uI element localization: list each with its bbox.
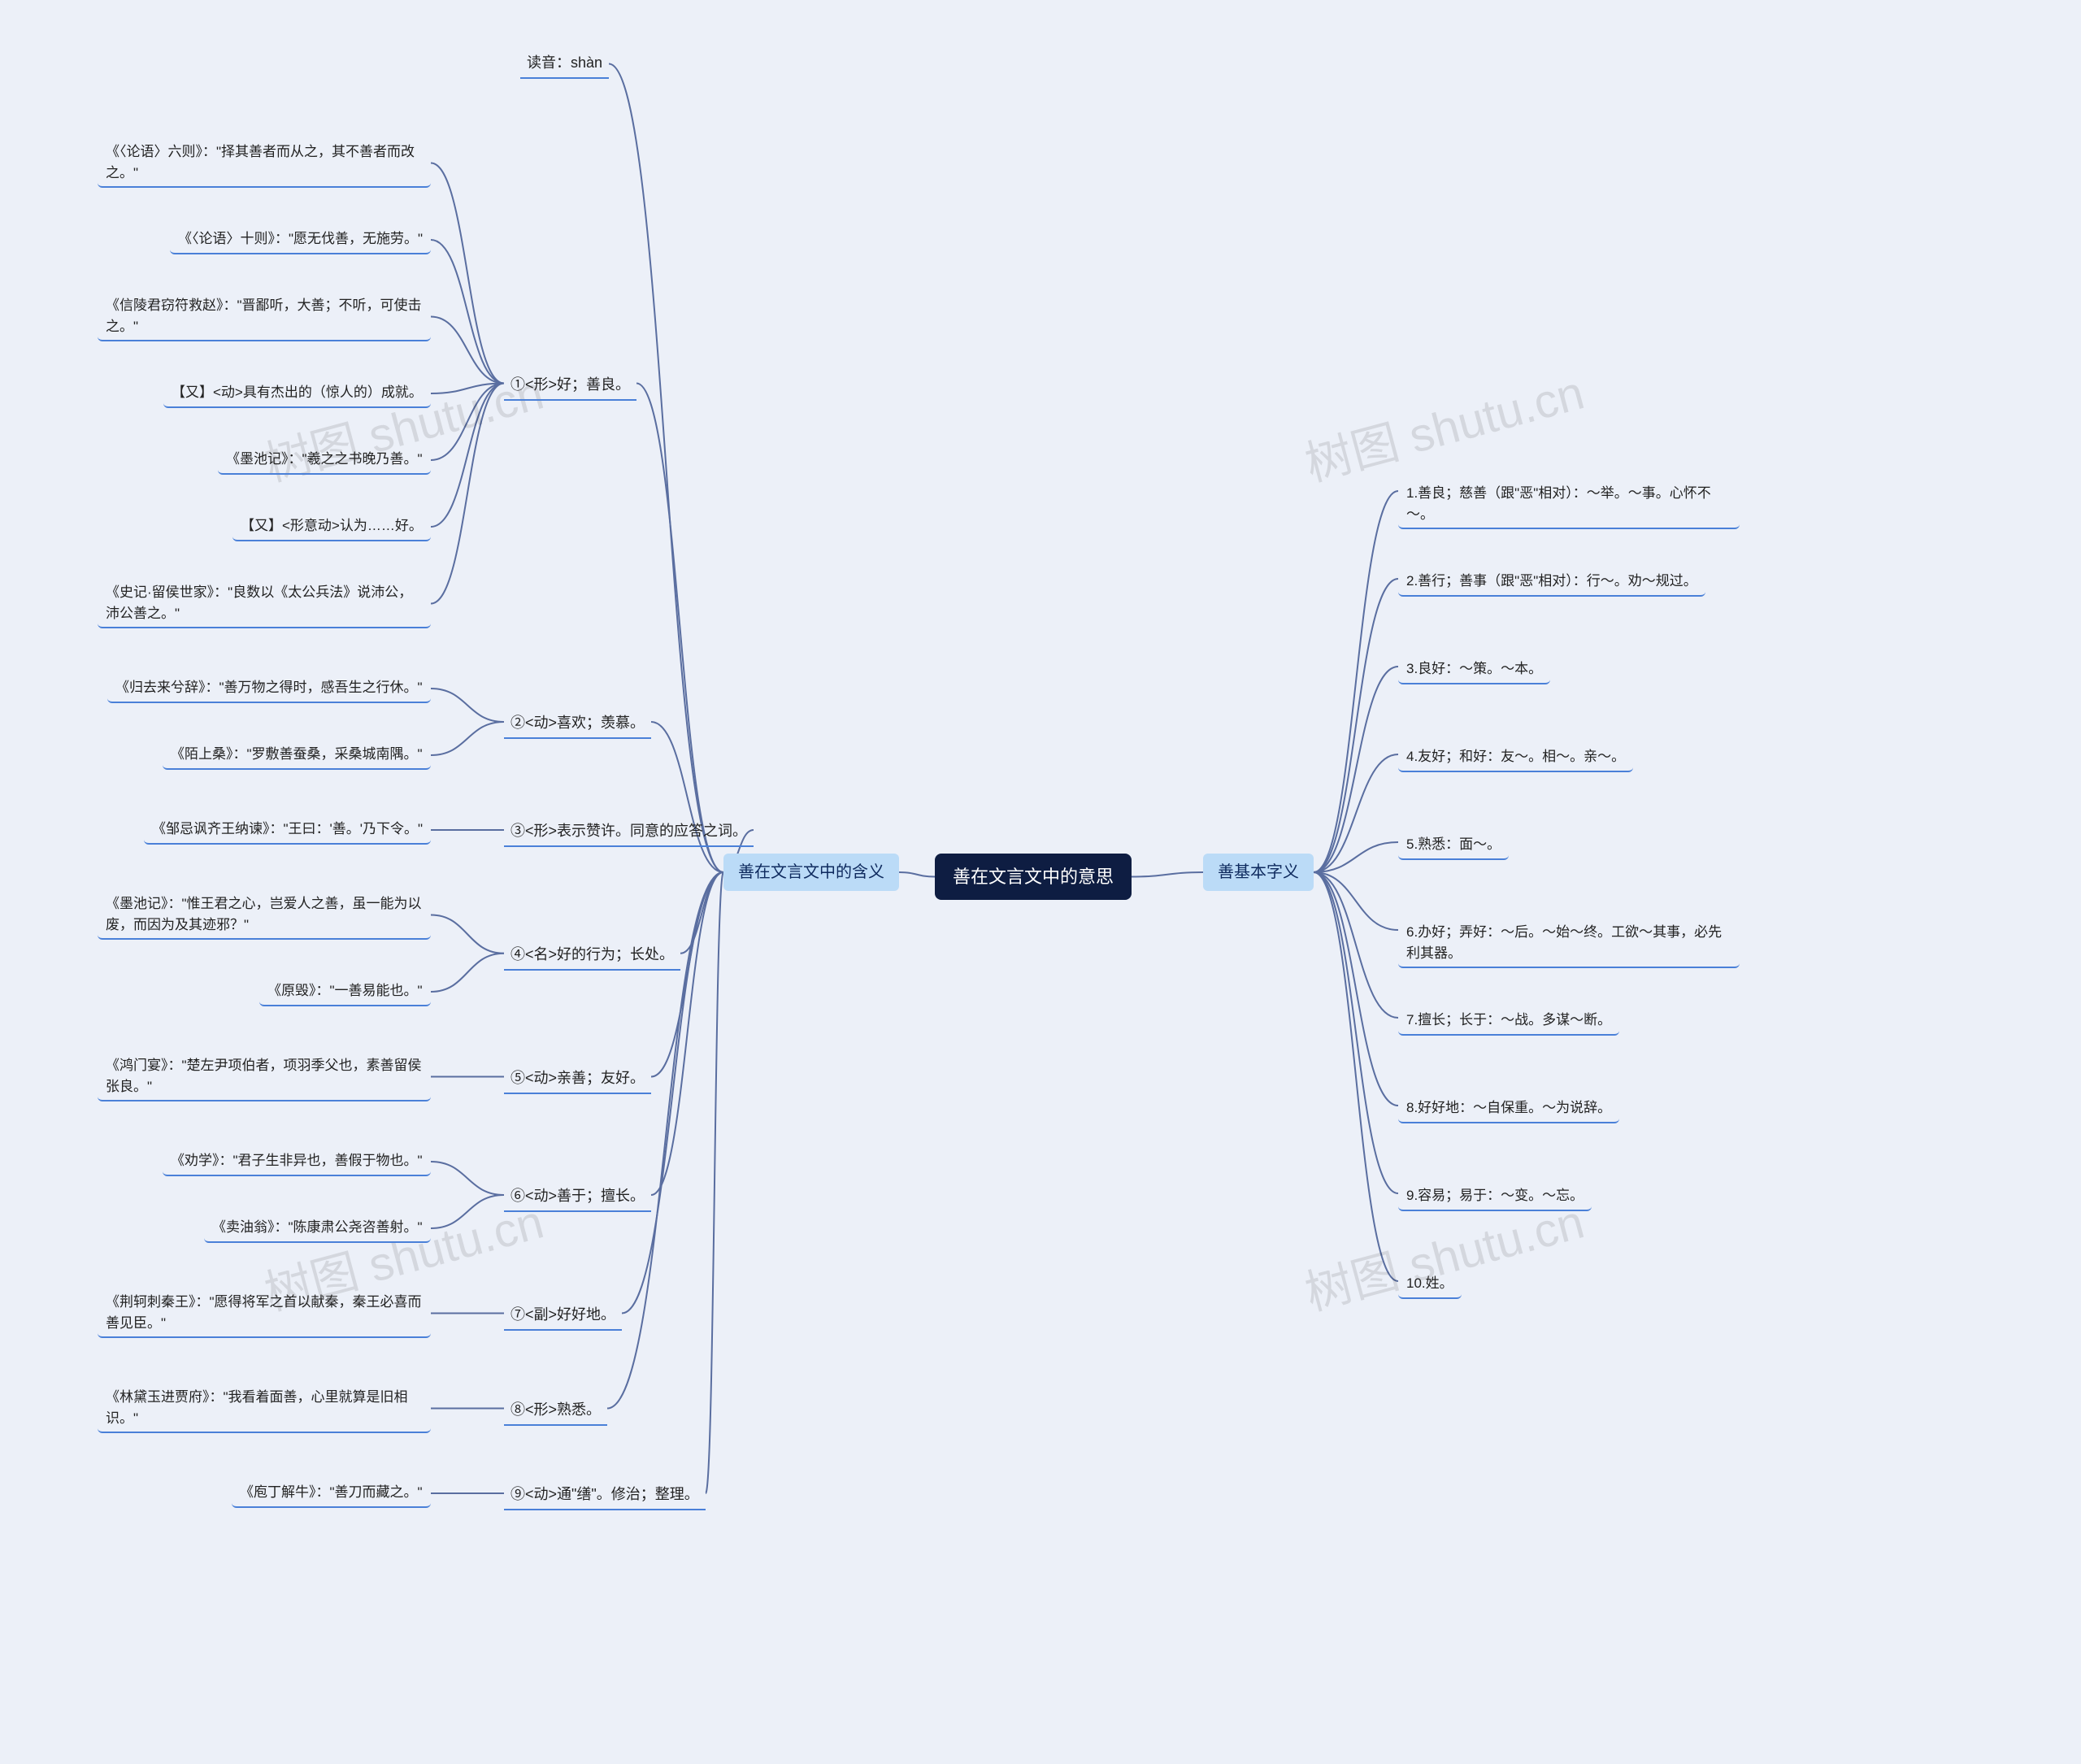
left-quote: 《墨池记》："羲之之书晚乃善。" [218, 445, 431, 475]
left-quote: 《荆轲刺秦王》："愿得将军之首以献秦，秦王必喜而善见臣。" [98, 1288, 431, 1338]
left-quote: 《归去来兮辞》："善万物之得时，感吾生之行休。" [107, 674, 431, 703]
left-meaning: ①<形>好；善良。 [504, 371, 636, 401]
left-quote: 【又】<动>具有杰出的（惊人的）成就。 [163, 379, 431, 408]
left-quote: 《〈论语〉六则》："择其善者而从之，其不善者而改之。" [98, 138, 431, 188]
right-item: 9.容易；易于：～变。～忘。 [1398, 1182, 1592, 1211]
category-right: 善基本字义 [1203, 854, 1314, 891]
right-item: 7.擅长；长于：～战。多谋～断。 [1398, 1006, 1619, 1036]
watermark: 树图 shutu.cn [1297, 354, 1590, 494]
category-left: 善在文言文中的含义 [723, 854, 899, 891]
left-quote: 《陌上桑》："罗敷善蚕桑，采桑城南隅。" [163, 741, 431, 770]
right-item: 2.善行；善事（跟"恶"相对）：行～。劝～规过。 [1398, 567, 1705, 597]
pronunciation: 读音：shàn [520, 49, 609, 79]
right-item: 4.友好；和好：友～。相～。亲～。 [1398, 743, 1633, 772]
left-meaning: ⑧<形>熟悉。 [504, 1396, 607, 1426]
left-meaning: ⑨<动>通"缮"。修治；整理。 [504, 1480, 706, 1510]
right-item: 10.姓。 [1398, 1270, 1462, 1299]
left-meaning: ⑤<动>亲善；友好。 [504, 1064, 651, 1094]
left-meaning: ④<名>好的行为；长处。 [504, 941, 680, 971]
right-item: 6.办好；弄好：～后。～始～终。工欲～其事，必先利其器。 [1398, 919, 1740, 968]
left-quote: 《卖油翁》："陈康肃公尧咨善射。" [204, 1214, 431, 1243]
right-item: 5.熟悉：面～。 [1398, 831, 1509, 860]
right-item: 8.好好地：～自保重。～为说辞。 [1398, 1094, 1619, 1123]
left-meaning: ⑥<动>善于；擅长。 [504, 1182, 651, 1212]
left-quote: 《史记·留侯世家》："良数以《太公兵法》说沛公，沛公善之。" [98, 579, 431, 628]
right-item: 1.善良；慈善（跟"恶"相对）：～举。～事。心怀不～。 [1398, 480, 1740, 529]
left-quote: 【又】<形意动>认为……好。 [232, 512, 431, 541]
left-meaning: ⑦<副>好好地。 [504, 1301, 622, 1331]
right-item: 3.良好：～策。～本。 [1398, 655, 1550, 684]
left-quote: 《庖丁解牛》："善刀而藏之。" [232, 1479, 431, 1508]
left-quote: 《鸿门宴》："楚左尹项伯者，项羽季父也，素善留侯张良。" [98, 1052, 431, 1101]
left-quote: 《墨池记》："惟王君之心，岂爱人之善，虽一能为以废，而因为及其迹邪？" [98, 890, 431, 940]
left-quote: 《邹忌讽齐王纳谏》："王曰：'善。'乃下令。" [144, 815, 431, 845]
left-quote: 《原毁》："一善易能也。" [259, 977, 431, 1006]
left-quote: 《劝学》："君子生非异也，善假于物也。" [163, 1147, 431, 1176]
left-meaning: ③<形>表示赞许。同意的应答之词。 [504, 817, 754, 847]
left-quote: 《〈论语〉十则》："愿无伐善，无施劳。" [170, 225, 431, 254]
left-quote: 《林黛玉进贾府》："我看着面善，心里就算是旧相识。" [98, 1384, 431, 1433]
root-node: 善在文言文中的意思 [935, 854, 1132, 900]
left-meaning: ②<动>喜欢；羡慕。 [504, 709, 651, 739]
left-quote: 《信陵君窃符救赵》："晋鄙听，大善；不听，可使击之。" [98, 292, 431, 341]
